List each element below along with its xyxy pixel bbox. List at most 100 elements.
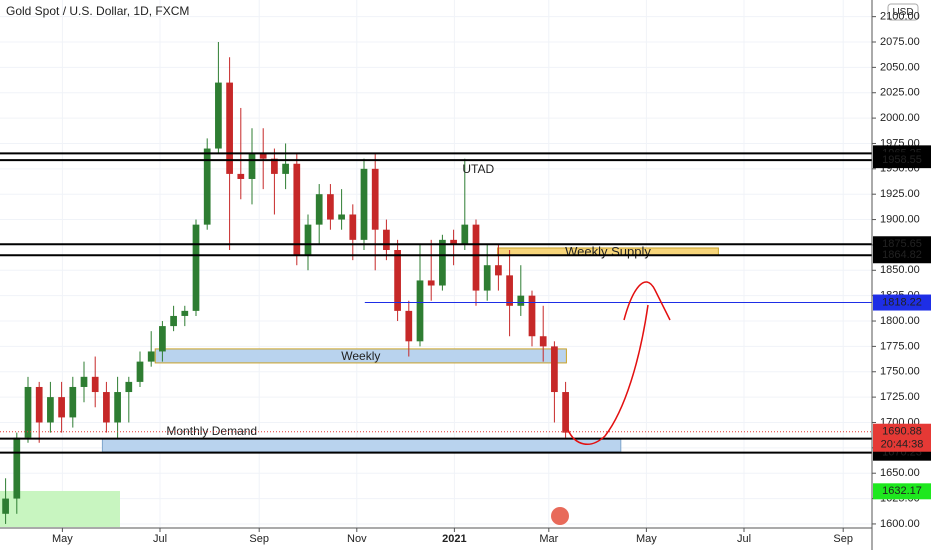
y-tick-label: 1775.00	[880, 340, 920, 352]
marker-price-box	[873, 483, 931, 500]
candle-body	[450, 239, 457, 245]
y-tick-label: 2100.00	[880, 11, 920, 23]
candle-body	[327, 194, 334, 220]
candle-body	[226, 82, 233, 174]
candle-body	[517, 295, 525, 306]
candle-body	[427, 280, 435, 286]
candle-body	[35, 386, 43, 423]
candle-body	[91, 376, 99, 393]
drawn-arrow	[623, 281, 671, 321]
candle-body	[103, 392, 110, 423]
candle-body	[248, 153, 256, 179]
candle-body	[69, 386, 77, 418]
y-tick-label: 2050.00	[880, 61, 920, 73]
currency[interactable]: USD	[892, 7, 913, 18]
candle-body	[215, 82, 222, 149]
candle-body	[506, 275, 513, 306]
candle-body	[338, 214, 345, 220]
candle-body	[472, 224, 480, 291]
candle-body	[192, 224, 200, 311]
y-tick-label: 1925.00	[880, 188, 920, 200]
candle-body	[551, 346, 558, 393]
event-icon[interactable]	[551, 507, 569, 525]
zone-label: Weekly	[341, 349, 380, 363]
y-tick-label: 2000.00	[880, 112, 920, 124]
candle-body	[405, 310, 413, 342]
level-label: 1875.65	[882, 238, 922, 250]
level-label: 1864.82	[882, 249, 922, 261]
x-tick-label: Nov	[347, 533, 367, 545]
candle-body	[315, 194, 323, 225]
candle-body	[136, 361, 144, 382]
candle-body	[371, 168, 379, 230]
zone-label: Monthly Demand	[166, 424, 257, 438]
candle-body	[528, 295, 536, 337]
candle-body	[304, 224, 312, 256]
marker-price: 1632.17	[882, 485, 922, 497]
candle-body	[114, 392, 121, 423]
candle-body	[58, 397, 65, 418]
x-tick-label: 2021	[442, 533, 466, 545]
y-tick-label: 2075.00	[880, 36, 920, 48]
candle-body	[147, 351, 155, 362]
candle-body	[125, 381, 133, 393]
candle-body	[562, 392, 569, 433]
y-tick-label: 1650.00	[880, 467, 920, 479]
candle-body	[495, 265, 502, 276]
x-tick-label: Jul	[737, 533, 751, 545]
candle-body	[360, 168, 368, 240]
countdown: 20:44:38	[881, 439, 924, 451]
y-tick-label: 1725.00	[880, 391, 920, 403]
x-tick-label: Mar	[539, 533, 558, 545]
candle-body	[461, 224, 469, 245]
candle-body	[383, 229, 390, 250]
zone	[101, 438, 622, 453]
current-price: 1690.88	[882, 426, 922, 438]
chart-title: Gold Spot / U.S. Dollar, 1D, FXCM	[6, 4, 189, 18]
level-label: 1958.55	[882, 154, 922, 166]
zone	[154, 348, 567, 364]
candle-body	[349, 214, 357, 240]
candle-body	[271, 158, 278, 174]
candle-body	[24, 386, 32, 438]
level-label: 1818.22	[882, 296, 922, 308]
candle-body	[259, 153, 267, 159]
candle-body	[80, 376, 88, 387]
level-label-box	[873, 294, 931, 311]
y-tick-label: 1900.00	[880, 213, 920, 225]
candle-body	[181, 310, 189, 316]
candle-body	[282, 163, 289, 174]
x-tick-label: May	[52, 533, 73, 545]
candle-body	[293, 163, 301, 256]
level-label-box	[873, 152, 931, 169]
candle-body	[483, 265, 491, 291]
candle-body	[237, 173, 245, 179]
candle-body	[439, 239, 446, 286]
level-label-box	[873, 247, 931, 264]
annotation: UTAD	[462, 162, 494, 176]
x-tick-label: Sep	[833, 533, 853, 545]
y-tick-label: 1800.00	[880, 315, 920, 327]
y-tick-label: 1750.00	[880, 366, 920, 378]
y-tick-label: 2025.00	[880, 87, 920, 99]
candle-body	[2, 498, 9, 514]
y-tick-label: 1850.00	[880, 264, 920, 276]
x-tick-label: May	[636, 533, 657, 545]
candle-body	[203, 148, 211, 225]
y-tick-label: 1600.00	[880, 518, 920, 530]
currency-button[interactable]	[887, 3, 919, 21]
candle-body	[416, 280, 424, 342]
candle-body	[159, 326, 166, 352]
candle-body	[394, 249, 401, 311]
candle-body	[539, 336, 547, 347]
candle-body	[170, 315, 177, 327]
x-tick-label: Jul	[153, 533, 167, 545]
x-tick-label: Sep	[249, 533, 269, 545]
zone-label: Weekly Supply	[565, 244, 651, 259]
drawn-curve	[567, 304, 649, 445]
candle-body	[13, 437, 21, 499]
candle-body	[47, 397, 54, 423]
